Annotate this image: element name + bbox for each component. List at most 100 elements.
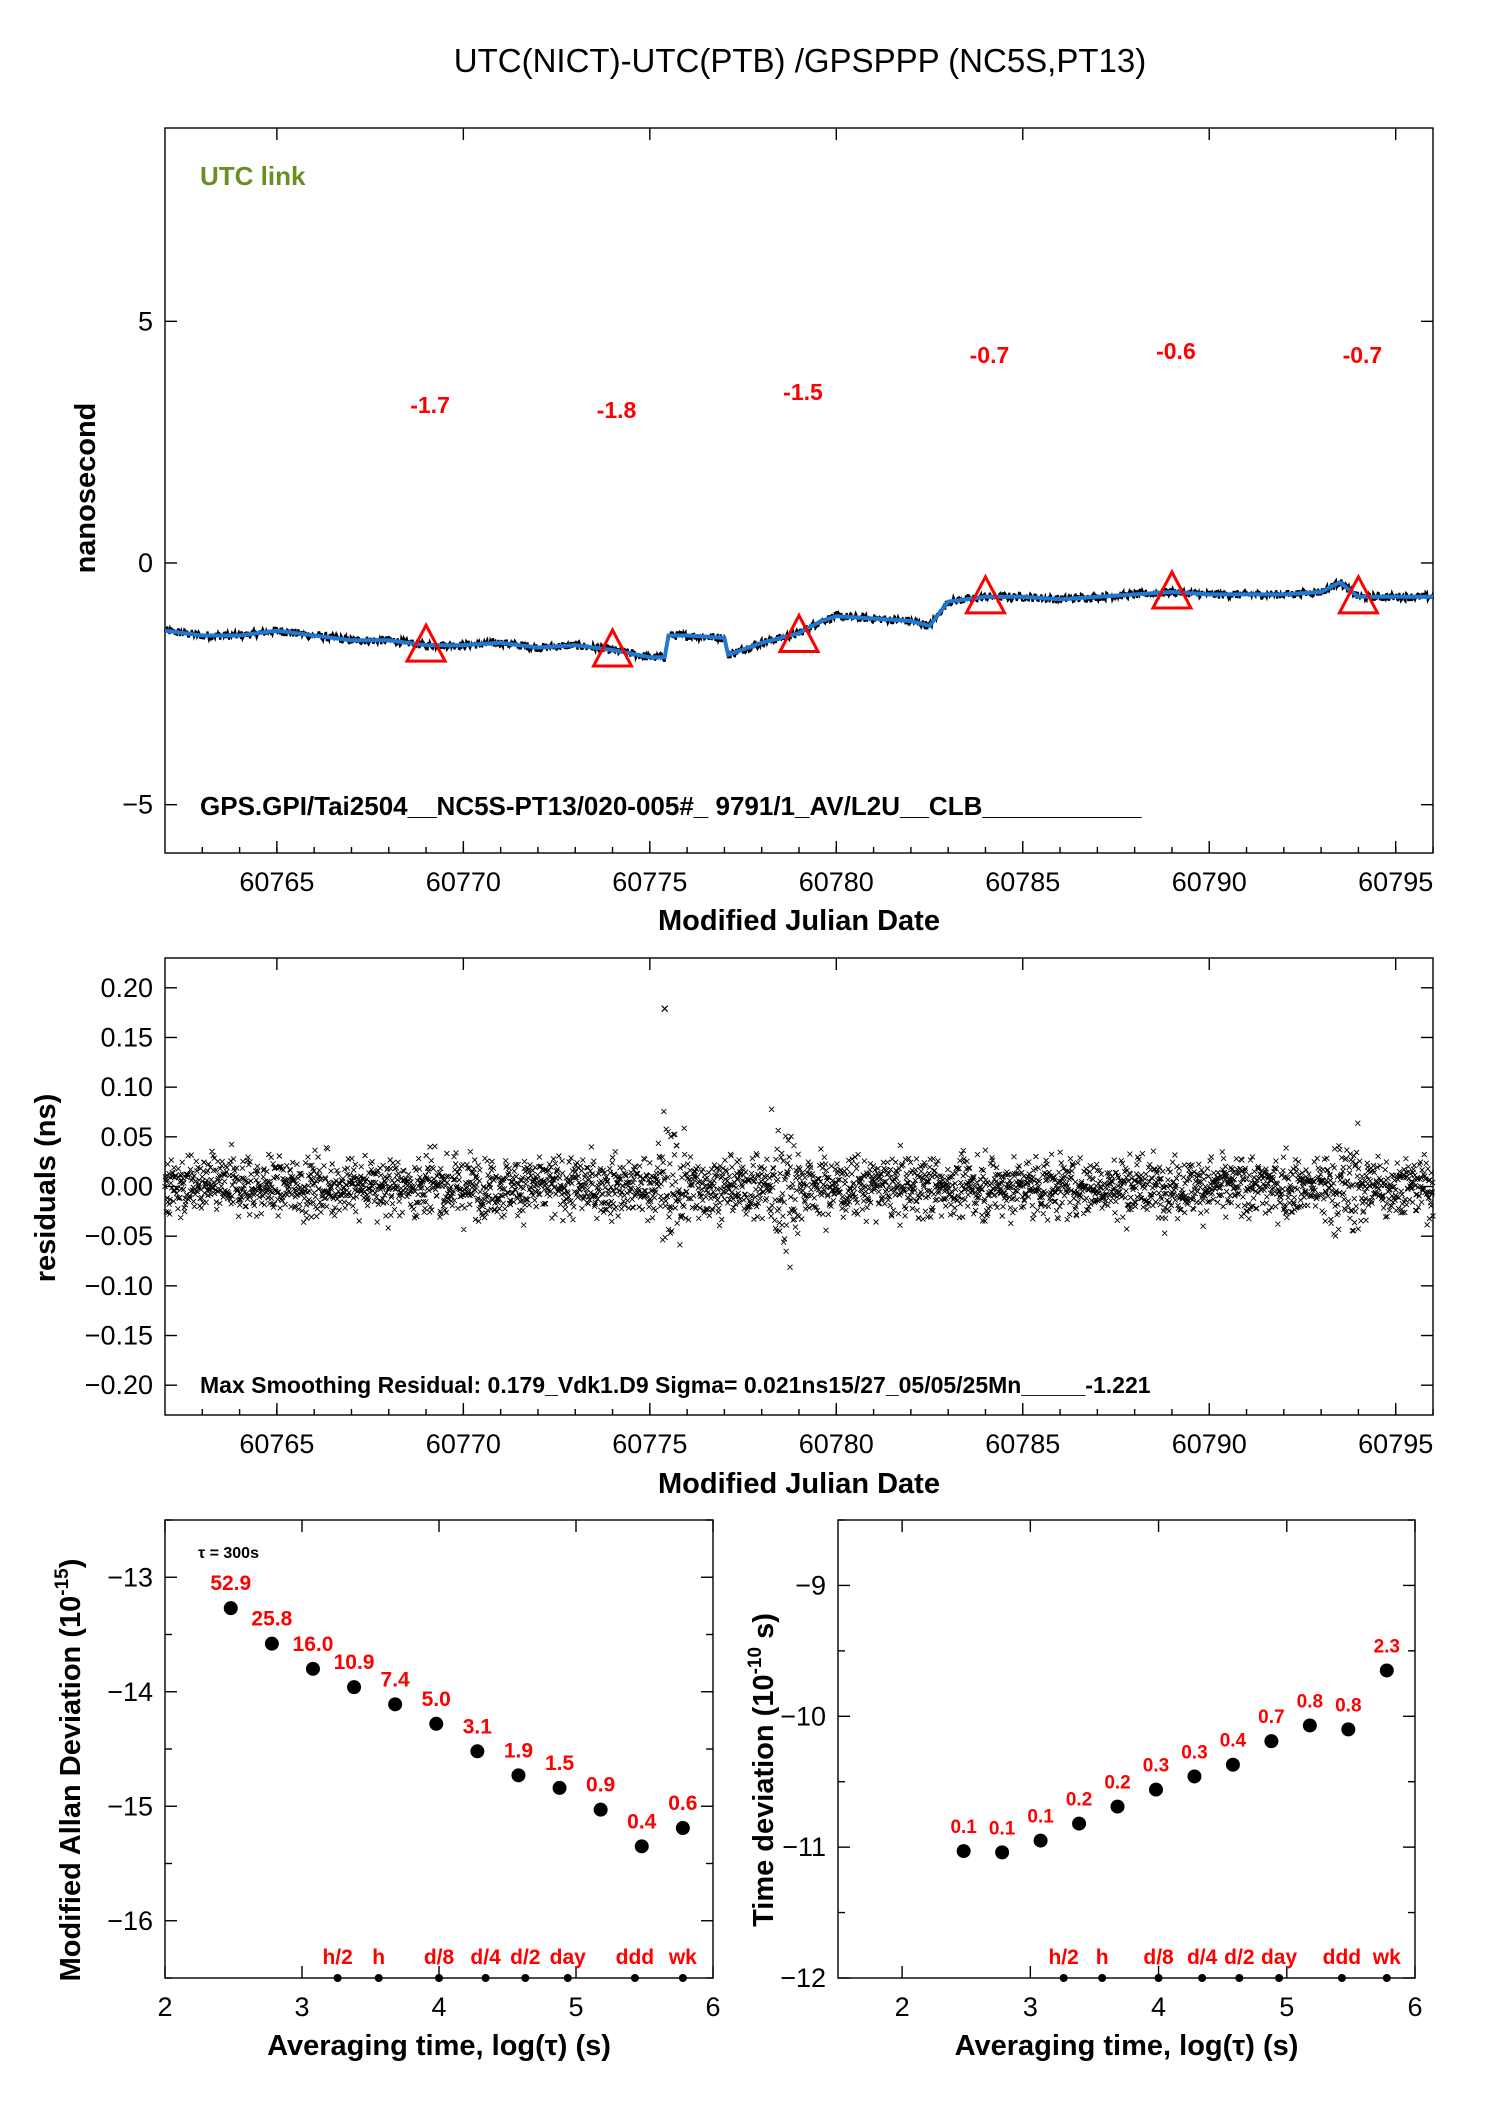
residuals-y-tick-label: 0.15 (100, 1022, 153, 1052)
mdev-point (264, 1636, 279, 1651)
mdev-interval-marker (333, 1974, 342, 1982)
residuals-y-tick-label: −0.10 (85, 1271, 153, 1301)
residuals-x-tick-label: 60785 (985, 1429, 1060, 1459)
link-x-tick-label: 60785 (985, 867, 1060, 897)
link-y-tick-label: 5 (138, 306, 153, 336)
mdev-y-axis-label-main: Modified Allan Deviation (55, 1646, 87, 1982)
link-y-axis-label: nanosecond (70, 403, 102, 574)
link-triangle-marker (777, 612, 821, 653)
tdev-point-label: 0.8 (1335, 1695, 1361, 1716)
link-y-tick-label: 0 (138, 548, 153, 578)
tau-note: τ = 300s (198, 1545, 259, 1562)
mdev-point (429, 1716, 444, 1731)
tdev-point-label: 0.3 (1143, 1756, 1169, 1777)
mdev-y-axis-label-close: ) (55, 1559, 87, 1569)
mdev-y-tick-label: −15 (107, 1791, 153, 1821)
link-value-label: -0.6 (1156, 338, 1196, 364)
residuals-x-tick-label: 60765 (239, 1429, 314, 1459)
link-x-tick-label: 60770 (426, 867, 501, 897)
residuals-x-tick-label: 60790 (1172, 1429, 1247, 1459)
tdev-y-axis-label-main: Time deviation (748, 1724, 780, 1927)
tdev-point-label: 0.4 (1220, 1731, 1247, 1752)
tdev-point (1302, 1718, 1317, 1733)
link-triangle-marker (591, 626, 635, 668)
tdev-x-tick-label: 3 (1023, 1992, 1038, 2022)
mdev-point-label: 1.5 (545, 1752, 575, 1775)
residuals-x-tick-label: 60795 (1358, 1429, 1433, 1459)
link-footer-text: GPS.GPI/Tai2504__NC5S-PT13/020-005#_ 979… (200, 791, 1142, 821)
link-plot-frame (164, 127, 1434, 854)
mdev-interval-label: d/8 (424, 1946, 455, 1969)
tdev-y-tick-label: −11 (782, 1832, 826, 1862)
link-triangle-marker (963, 573, 1007, 615)
mdev-point-label: 1.9 (504, 1739, 533, 1762)
tdev-y-tick-label: −9 (795, 1570, 826, 1600)
mdev-point-label: 25.8 (251, 1608, 292, 1631)
mdev-point-label: 3.1 (463, 1715, 493, 1738)
mdev-x-tick-label: 5 (568, 1992, 583, 2022)
tdev-x-tick-label: 6 (1407, 1992, 1422, 2022)
tdev-interval-label: d/4 (1187, 1946, 1218, 1969)
link-x-tick-label: 60795 (1358, 867, 1433, 897)
link-x-axis-label: Modified Julian Date (658, 905, 940, 937)
tdev-point-label: 0.7 (1258, 1707, 1284, 1728)
tdev-point (1379, 1663, 1394, 1678)
tdev-point-label: 2.3 (1374, 1636, 1400, 1657)
mdev-point-label: 52.9 (210, 1572, 251, 1595)
mdev-point (511, 1768, 526, 1783)
residuals-y-tick-label: −0.20 (85, 1370, 153, 1400)
tdev-plot-frame (837, 1519, 1416, 1979)
mdev-x-tick-label: 2 (157, 1992, 172, 2022)
link-value-label: -1.5 (783, 379, 823, 405)
mdev-interval-marker (481, 1974, 490, 1982)
link-x-tick-label: 60790 (1172, 867, 1247, 897)
tdev-point (1341, 1722, 1356, 1737)
link-smoothed-trace (164, 579, 1433, 660)
tdev-interval-label: ddd (1323, 1946, 1361, 1969)
mdev-interval-marker (521, 1974, 530, 1982)
tdev-x-tick-label: 4 (1151, 1992, 1166, 2022)
mdev-point (223, 1601, 238, 1616)
mdev-point-label: 16.0 (293, 1633, 334, 1656)
tdev-point (1033, 1833, 1048, 1848)
tdev-interval-label: h/2 (1048, 1946, 1078, 1969)
link-x-tick-label: 60775 (612, 867, 687, 897)
tdev-y-axis-label: Time deviation (10-10 s) (745, 1613, 780, 1927)
tdev-interval-marker (1235, 1974, 1244, 1982)
mdev-interval-label: ddd (616, 1946, 654, 1969)
mdev-point (470, 1744, 485, 1759)
link-value-label: -0.7 (1343, 342, 1383, 368)
residuals-x-tick-label: 60780 (799, 1429, 874, 1459)
tdev-interval-marker (1382, 1974, 1391, 1982)
tdev-interval-marker (1198, 1974, 1207, 1982)
tdev-point-label: 0.1 (950, 1817, 977, 1838)
tdev-point-label: 0.2 (1104, 1773, 1130, 1794)
tdev-point (1225, 1757, 1240, 1772)
mdev-interval-marker (678, 1974, 687, 1982)
tdev-point-label: 0.2 (1066, 1790, 1092, 1811)
residuals-x-tick-label: 60770 (426, 1429, 501, 1459)
link-triangle-marker (1336, 573, 1380, 615)
mdev-interval-marker (435, 1974, 443, 1982)
tdev-interval-label: d/8 (1143, 1946, 1174, 1969)
mdev-interval-label: wk (668, 1946, 697, 1969)
mdev-x-tick-label: 3 (294, 1992, 309, 2022)
tdev-interval-marker (1337, 1974, 1346, 1982)
tdev-point-label: 0.1 (1027, 1807, 1054, 1828)
mdev-point-label: 0.9 (586, 1774, 615, 1797)
mdev-x-axis-label: Averaging time, log(τ) (s) (267, 2030, 611, 2062)
mdev-point (305, 1661, 320, 1676)
residuals-y-tick-label: −0.15 (85, 1321, 153, 1351)
mdev-point-label: 10.9 (334, 1651, 375, 1674)
link-raw-trace (163, 577, 1435, 663)
mdev-point (347, 1680, 362, 1695)
max-residual-point (661, 1005, 669, 1013)
mdev-point-label: 0.4 (627, 1810, 657, 1833)
mdev-x-tick-label: 6 (705, 1992, 720, 2022)
mdev-point (593, 1802, 608, 1817)
residuals-y-tick-label: −0.05 (85, 1221, 153, 1251)
residuals-y-tick-label: 0.20 (100, 973, 153, 1003)
residuals-y-axis-label: residuals (ns) (30, 1094, 62, 1283)
tdev-y-axis-label-close: s) (748, 1613, 780, 1647)
